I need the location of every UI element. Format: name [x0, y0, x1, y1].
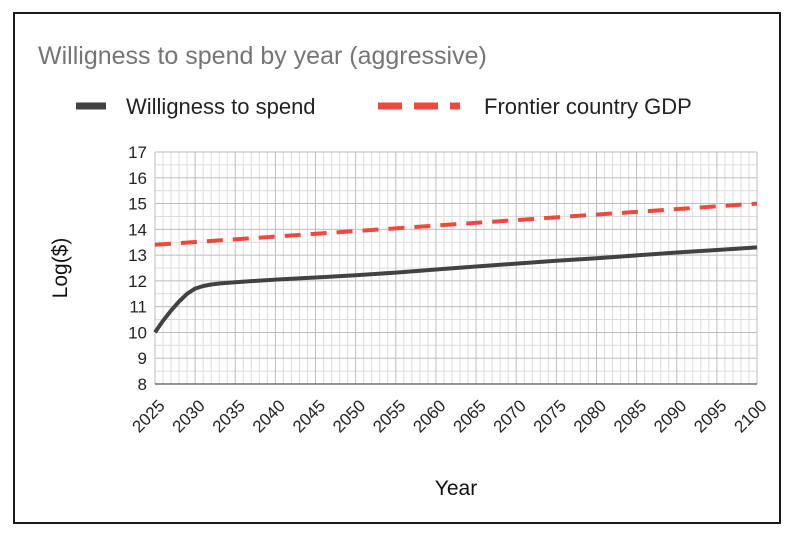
x-tick-label: 2085 [610, 396, 650, 436]
x-tick-label: 2055 [369, 396, 409, 436]
y-tick-label: 11 [129, 298, 147, 317]
legend-label-willingness: Willigness to spend [126, 94, 316, 119]
series-line-frontier-gdp [154, 201, 758, 247]
y-tick-label: 12 [128, 272, 147, 291]
y-tick-label: 15 [128, 195, 147, 214]
x-tick-label: 2095 [690, 396, 730, 436]
y-tick-label: 8 [138, 375, 147, 394]
x-tick-label: 2060 [409, 396, 449, 436]
x-tick-label: 2100 [730, 396, 770, 436]
x-axis-ticks: 2025 2030 2035 2040 2045 2050 2055 2060 2065 2070… [128, 396, 770, 436]
series-line-willingness [153, 245, 758, 334]
x-tick-label: 2090 [650, 396, 690, 436]
legend: Willigness to spend Frontier country GDP [76, 94, 692, 119]
x-tick-label: 2045 [289, 396, 329, 436]
y-tick-label: 14 [128, 220, 147, 239]
chart-title: Willigness to spend by year (aggressive) [38, 42, 487, 70]
x-tick-label: 2070 [490, 396, 530, 436]
x-tick-label: 2035 [209, 396, 249, 436]
y-tick-label: 17 [128, 143, 147, 162]
x-tick-label: 2050 [329, 396, 369, 436]
x-tick-label: 2065 [450, 396, 490, 436]
y-tick-label: 10 [128, 323, 147, 342]
y-axis-title: Log($) [49, 238, 72, 299]
series-lines [153, 201, 758, 334]
x-tick-label: 2075 [530, 396, 570, 436]
y-axis-ticks: 8 9 10 11 12 13 14 15 16 17 [128, 143, 147, 394]
x-tick-label: 2040 [249, 396, 289, 436]
x-axis-title: Year [435, 477, 477, 500]
y-tick-label: 16 [128, 169, 147, 188]
x-tick-label: 2025 [128, 396, 168, 436]
y-tick-label: 9 [138, 349, 147, 368]
y-tick-label: 13 [128, 246, 147, 265]
legend-label-frontier-gdp: Frontier country GDP [484, 94, 692, 119]
x-tick-label: 2030 [169, 396, 209, 436]
x-tick-label: 2080 [570, 396, 610, 436]
